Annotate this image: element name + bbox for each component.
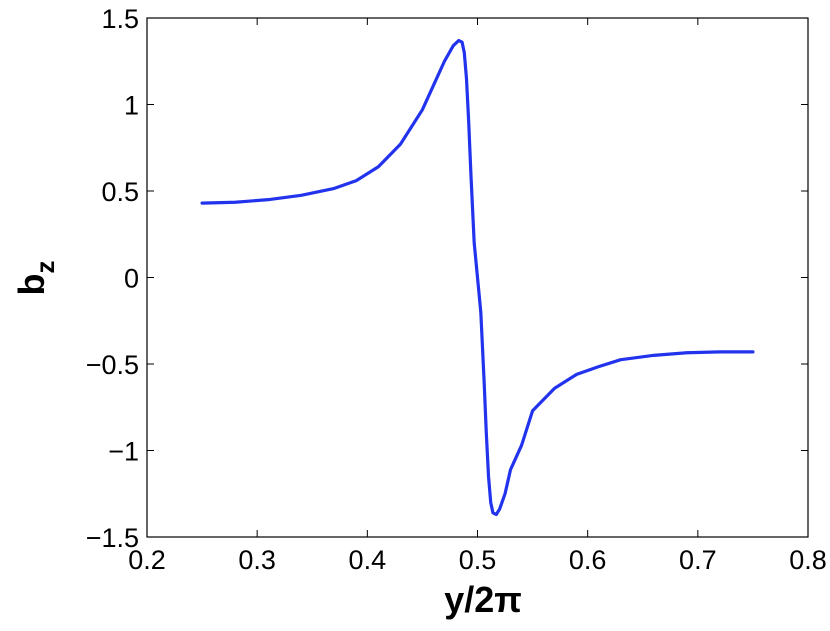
y-tick-label: 0	[124, 264, 139, 294]
x-tick-label: 0.4	[349, 545, 387, 575]
y-tick-label: −1	[108, 437, 139, 467]
y-tick-label: 0.5	[101, 177, 139, 207]
x-axis-title: y/2π	[444, 579, 522, 620]
x-tick-label: 0.7	[679, 545, 717, 575]
y-axis-title-subscript: z	[30, 261, 60, 274]
x-tick-label: 0.3	[238, 545, 276, 575]
y-tick-label: 1.5	[101, 4, 139, 34]
x-axis-ticks: 0.2 0.3 0.4 0.5 0.6 0.7 0.8	[128, 18, 827, 575]
y-tick-label: −0.5	[86, 350, 139, 380]
x-tick-label: 0.6	[569, 545, 607, 575]
y-tick-label: 1	[124, 91, 139, 121]
series-layer	[200, 38, 755, 517]
y-axis-ticks: −1.5 −1 −0.5 0 0.5 1 1.5	[86, 4, 808, 553]
x-tick-label: 0.2	[128, 545, 166, 575]
y-axis-title: bz	[11, 261, 60, 296]
x-tick-label: 0.8	[789, 545, 827, 575]
series-line	[200, 38, 755, 517]
y-axis-title-main: b	[11, 274, 52, 296]
y-tick-label: −1.5	[86, 523, 139, 553]
x-tick-label: 0.5	[459, 545, 497, 575]
